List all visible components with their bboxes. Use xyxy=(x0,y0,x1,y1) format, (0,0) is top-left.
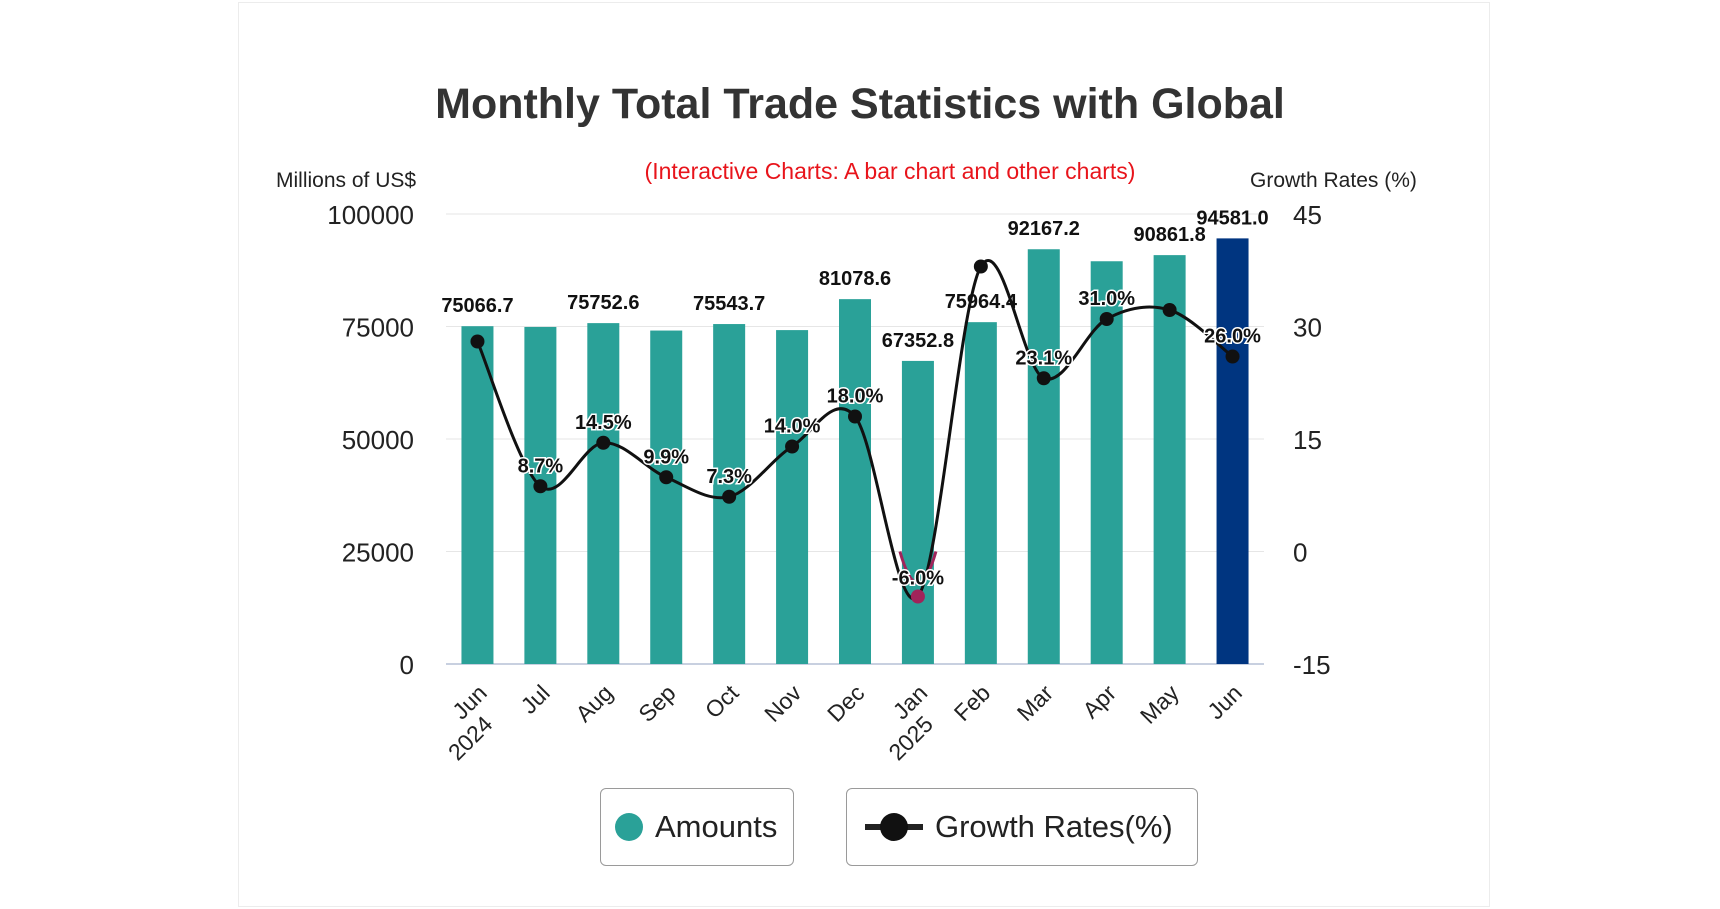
growth-point xyxy=(596,435,611,450)
growth-value-label: 8.7% xyxy=(518,455,564,477)
growth-point xyxy=(910,589,925,604)
x-tick-label-line: May xyxy=(1135,679,1184,728)
bar-value-label: 67352.8 xyxy=(882,330,954,352)
legend-growth-swatch xyxy=(865,813,923,841)
legend-amounts-swatch xyxy=(615,813,643,841)
bar-value-label: 92167.2 xyxy=(1008,218,1080,240)
y-tick-right-label: 45 xyxy=(1293,200,1322,230)
growth-point xyxy=(785,439,800,454)
x-tick-label: Nov xyxy=(759,679,807,727)
x-tick-label: Oct xyxy=(700,679,744,723)
y-tick-left-label: 75000 xyxy=(342,313,414,343)
legend-amounts[interactable]: Amounts xyxy=(600,788,794,866)
bar xyxy=(1216,238,1249,664)
bar xyxy=(776,330,809,664)
growth-value-label: -6.0% xyxy=(892,568,944,590)
x-tick-label-line: Sep xyxy=(633,680,680,727)
x-tick-label-line: 2025 xyxy=(883,711,938,766)
x-tick-label: Mar xyxy=(1012,679,1059,726)
x-tick-label-line: Nov xyxy=(759,679,807,727)
x-tick-label-line: Jul xyxy=(516,680,555,719)
growth-point xyxy=(1225,349,1240,364)
growth-value-label: 31.0% xyxy=(1078,288,1135,310)
x-tick-label: Apr xyxy=(1077,679,1121,723)
x-tick-label: May xyxy=(1135,679,1184,728)
growth-value-label: 14.5% xyxy=(575,412,632,434)
x-tick-label-line: 2024 xyxy=(443,711,498,766)
bar xyxy=(901,360,934,664)
y-tick-right-label: 15 xyxy=(1293,425,1322,455)
x-tick-label-line: Aug xyxy=(570,680,617,727)
bar-value-label: 75066.7 xyxy=(441,295,513,317)
y-tick-left-label: 100000 xyxy=(327,200,414,230)
bar-value-label: 94581.0 xyxy=(1196,207,1268,229)
y-tick-left-label: 50000 xyxy=(342,425,414,455)
bar xyxy=(650,330,683,664)
x-tick-label: Jul xyxy=(516,680,555,719)
bar-value-label: 75752.6 xyxy=(567,292,639,314)
bar xyxy=(524,326,557,664)
chart-subtitle: (Interactive Charts: A bar chart and oth… xyxy=(644,158,1136,184)
y-tick-right-label: 30 xyxy=(1293,313,1322,343)
x-tick-label: Aug xyxy=(570,680,617,727)
y-tick-right-label: -15 xyxy=(1293,650,1331,680)
y-tick-left-label: 25000 xyxy=(342,538,414,568)
growth-value-label: 14.0% xyxy=(764,416,821,438)
y-axis-right-title: Growth Rates (%) xyxy=(1250,169,1417,192)
growth-value-label: 26.0% xyxy=(1204,326,1261,348)
growth-point xyxy=(1099,312,1114,326)
x-tick-label: Sep xyxy=(633,680,680,727)
bar xyxy=(839,299,871,664)
x-tick-label-line: Mar xyxy=(1012,679,1059,726)
y-tick-left-label: 0 xyxy=(400,650,414,680)
bar xyxy=(1027,249,1060,664)
bar-value-label: 75543.7 xyxy=(693,293,765,315)
growth-point xyxy=(1162,303,1177,317)
growth-value-label: 9.9% xyxy=(643,446,689,468)
chart-title: Monthly Total Trade Statistics with Glob… xyxy=(435,80,1285,128)
growth-value-label: 18.0% xyxy=(827,386,884,408)
growth-point xyxy=(1036,371,1051,386)
bar xyxy=(587,323,620,664)
bar xyxy=(964,322,997,664)
growth-value-label: 23.1% xyxy=(1015,347,1072,369)
y-axis-left-title: Millions of US$ xyxy=(276,169,417,192)
y-tick-right-label: 0 xyxy=(1293,538,1307,568)
bar xyxy=(1153,255,1186,665)
legend-growth-label: Growth Rates(%) xyxy=(935,809,1173,844)
x-tick-label-line: Feb xyxy=(949,680,995,726)
growth-point xyxy=(470,334,485,349)
growth-negative-segment xyxy=(898,551,938,585)
growth-point xyxy=(533,479,548,494)
x-tick-label-line: Dec xyxy=(822,680,869,727)
bar-value-label: 75964.4 xyxy=(945,291,1018,313)
legend-growth-rates[interactable]: Growth Rates(%) xyxy=(846,788,1198,866)
growth-point xyxy=(659,470,674,485)
growth-point xyxy=(973,259,988,274)
x-tick-label-line: Jun xyxy=(1202,680,1247,725)
x-tick-label: Feb xyxy=(949,680,995,726)
legend-amounts-label: Amounts xyxy=(655,809,778,844)
x-tick-label-line: Apr xyxy=(1077,679,1121,723)
growth-point xyxy=(722,489,737,504)
bar-value-label: 90861.8 xyxy=(1133,224,1205,246)
x-tick-label: Dec xyxy=(822,680,869,727)
growth-value-label: 7.3% xyxy=(706,466,752,488)
growth-point xyxy=(848,409,862,424)
bar xyxy=(461,326,494,664)
bar-value-label: 81078.6 xyxy=(819,268,891,290)
x-tick-label-line: Oct xyxy=(700,679,744,723)
x-tick-label: Jun xyxy=(1202,680,1247,725)
